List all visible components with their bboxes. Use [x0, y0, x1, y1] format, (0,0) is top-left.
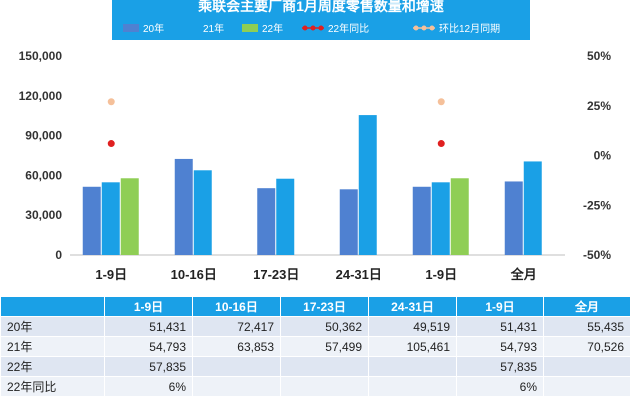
- bar: [523, 161, 542, 255]
- table-cell: 72,417: [192, 316, 281, 337]
- legend-dot: [421, 25, 427, 31]
- table-row: 20年 51,431 72,417 50,362 49,519 51,431 5…: [0, 316, 630, 337]
- percent-point: [107, 140, 115, 148]
- table-cell: 49,519: [368, 316, 457, 337]
- legend-label: 22年同比: [328, 22, 369, 35]
- title-banner: [112, 0, 530, 40]
- x-tick-label: 1-9日: [95, 267, 127, 282]
- bar: [174, 158, 193, 255]
- x-tick-label: 10-16日: [171, 267, 217, 282]
- table-cell: 57,499: [280, 336, 369, 357]
- table-row: 21年 54,793 63,853 57,499 105,461 54,793 …: [0, 336, 630, 357]
- table-header-cell: 17-23日: [280, 296, 369, 317]
- table-header-row: 1-9日 10-16日 17-23日 24-31日 1-9日 全月: [0, 296, 630, 317]
- legend-label: 环比12月同期: [439, 23, 500, 35]
- bar: [101, 182, 120, 255]
- x-tick-label: 17-23日: [253, 267, 299, 282]
- y-right-tick-label: 0%: [594, 149, 612, 163]
- bars: [82, 115, 542, 255]
- percent-point: [107, 98, 115, 106]
- legend-swatch: [183, 24, 199, 32]
- legend-swatch: [123, 24, 139, 32]
- bar: [504, 181, 523, 255]
- axes: 0 30,000 60,000 90,000 120,000 150,000 -50% -25…: [19, 49, 612, 282]
- y-left-tick-label: 120,000: [19, 89, 63, 103]
- table-cell: 105,461: [368, 336, 457, 357]
- legend-label: 22年: [262, 22, 283, 35]
- bar: [450, 178, 469, 255]
- table-cell: 6%: [456, 376, 544, 397]
- table-header-cell: 全月: [543, 296, 630, 317]
- y-left-tick-label: 60,000: [25, 168, 62, 182]
- bar: [257, 188, 276, 255]
- points: [107, 98, 445, 148]
- legend-dot: [310, 25, 316, 31]
- legend: 20年 21年 22年 22年同比 环比12月同期: [123, 22, 500, 35]
- bar: [412, 186, 431, 255]
- bar: [82, 186, 101, 255]
- bar: [120, 178, 139, 255]
- y-right-tick-label: -50%: [583, 248, 611, 262]
- percent-point: [437, 98, 445, 106]
- table-cell: 51,431: [104, 316, 193, 337]
- table-cell: 50,362: [280, 316, 369, 337]
- table-cell: [368, 356, 457, 377]
- legend-dot: [318, 25, 324, 31]
- legend-dot: [302, 25, 308, 31]
- table-cell: [543, 376, 630, 397]
- table-cell: 51,431: [456, 316, 544, 337]
- y-left-tick-label: 30,000: [25, 208, 62, 222]
- bar: [276, 178, 295, 255]
- bar: [339, 189, 358, 255]
- table-row: 22年 57,835 57,835: [0, 356, 630, 377]
- table-cell: 63,853: [192, 336, 281, 357]
- table-cell: 70,526: [543, 336, 630, 357]
- table-header-cell: 10-16日: [192, 296, 281, 317]
- y-right-tick-label: 50%: [587, 49, 611, 63]
- table-cell: 57,835: [456, 356, 544, 377]
- legend-dot: [413, 25, 419, 31]
- y-left-tick-label: 150,000: [19, 49, 63, 63]
- table-cell: 54,793: [456, 336, 544, 357]
- table-header-cell: 1-9日: [104, 296, 193, 317]
- table-cell: [543, 356, 630, 377]
- row-label: 22年: [0, 356, 105, 377]
- bar: [431, 182, 450, 255]
- legend-dot: [429, 25, 435, 31]
- legend-swatch: [242, 24, 258, 32]
- x-tick-label: 全月: [510, 267, 537, 282]
- percent-point: [437, 140, 445, 148]
- table-cell: 55,435: [543, 316, 630, 337]
- y-left-tick-label: 90,000: [25, 129, 62, 143]
- table-cell: [192, 356, 281, 377]
- table-cell: 54,793: [104, 336, 193, 357]
- table-header-cell: [0, 296, 105, 317]
- legend-label: 20年: [143, 22, 164, 35]
- row-label: 20年: [0, 316, 105, 337]
- table-cell: [280, 356, 369, 377]
- row-label: 21年: [0, 336, 105, 357]
- chart-svg: 乘联会主要厂商1月周度零售数量和增速 20年 21年 22年 22年同比 环比12月同期…: [19, 0, 612, 282]
- table-header-cell: 1-9日: [456, 296, 544, 317]
- chart-title: 乘联会主要厂商1月周度零售数量和增速: [197, 0, 444, 14]
- table-row: 22年同比 6% 6%: [0, 376, 630, 397]
- y-right-tick-label: 25%: [587, 99, 611, 113]
- x-tick-label: 1-9日: [425, 267, 457, 282]
- bar: [193, 170, 212, 255]
- row-label: 22年同比: [0, 376, 105, 397]
- x-tick-label: 24-31日: [336, 267, 382, 282]
- data-table: 1-9日 10-16日 17-23日 24-31日 1-9日 全月 20年 51…: [0, 296, 630, 397]
- bar: [358, 115, 377, 255]
- table-cell: [280, 376, 369, 397]
- table-cell: 57,835: [104, 356, 193, 377]
- y-left-tick-label: 0: [55, 248, 62, 262]
- table-header-cell: 24-31日: [368, 296, 457, 317]
- table-cell: [368, 376, 457, 397]
- y-right-tick-label: -25%: [583, 198, 611, 212]
- legend-label: 21年: [203, 22, 224, 35]
- table-cell: 6%: [104, 376, 193, 397]
- table-cell: [192, 376, 281, 397]
